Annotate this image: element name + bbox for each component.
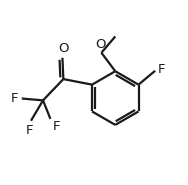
Text: F: F (25, 124, 33, 137)
Text: O: O (95, 38, 106, 51)
Text: F: F (52, 120, 60, 133)
Text: F: F (157, 63, 165, 76)
Text: F: F (11, 92, 18, 105)
Text: O: O (58, 42, 69, 55)
